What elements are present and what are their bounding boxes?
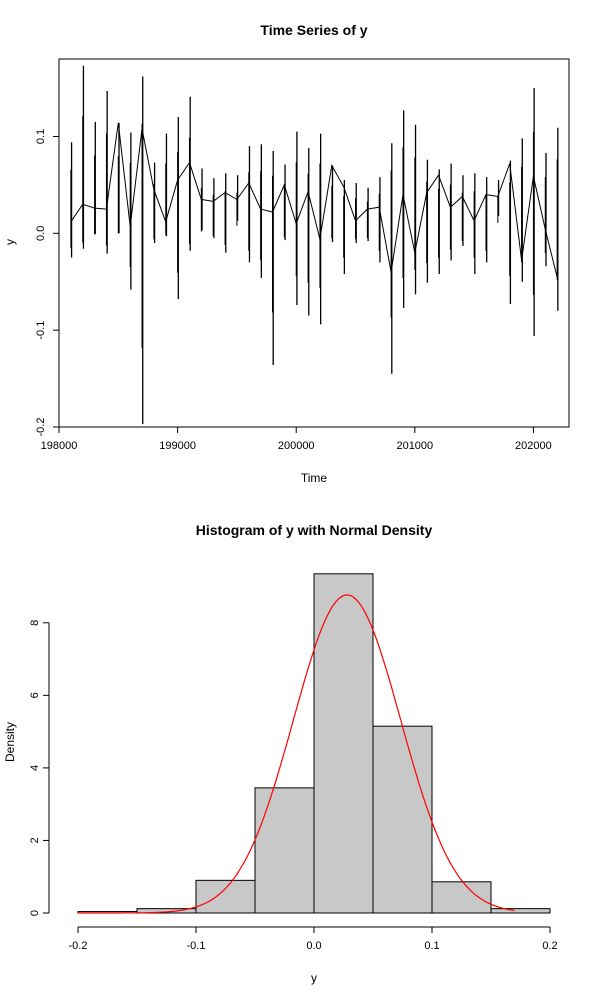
histogram-bar: [431, 881, 492, 914]
time-series-panel: Time Series of y 198000 199000 200000 20100…: [3, 22, 570, 485]
histogram-x-tick-label: -0.2: [69, 940, 88, 952]
histogram-y-label: Density: [3, 722, 17, 762]
time-series-x-tick-label: 199000: [159, 440, 196, 452]
time-series-y-tick-label: -0.1: [35, 321, 47, 340]
histogram-y-tick-label: 6: [29, 692, 41, 698]
histogram-x-tick-label: 0.1: [424, 940, 439, 952]
time-series-plot-box: [58, 58, 570, 428]
time-series-y-axis: -0.2 -0.1 0.0 0.1: [35, 129, 59, 437]
histogram-x-label: y: [311, 971, 317, 985]
histogram-panel: Histogram of y with Normal Density -0.2-…: [3, 522, 558, 985]
time-series-marks: [70, 65, 559, 425]
histogram-y-tick-label: 2: [29, 837, 41, 843]
histogram-x-tick-label: 0.0: [306, 940, 321, 952]
density-curve-group: [78, 594, 515, 914]
normal-density-curve: [78, 594, 515, 914]
histogram-bars: [77, 573, 551, 914]
time-series-x-tick-label: 200000: [278, 440, 315, 452]
histogram-x-axis: -0.2 -0.1 0.0 0.1 0.2: [69, 926, 558, 952]
time-series-x-axis: 198000 199000 200000 201000 202000: [41, 427, 552, 452]
time-series-y-tick-label: -0.2: [35, 418, 47, 437]
time-series-title: Time Series of y: [260, 22, 367, 38]
time-series-y-tick-label: 0.1: [35, 129, 47, 144]
time-series-x-tick-label: 201000: [396, 440, 433, 452]
histogram-y-tick-label: 0: [29, 910, 41, 916]
time-series-x-tick-label: 202000: [515, 440, 552, 452]
histogram-title: Histogram of y with Normal Density: [196, 522, 433, 538]
histogram-y-axis: 0 2 4 6 8: [29, 620, 50, 916]
series-line: [70, 122, 558, 278]
histogram-x-tick-label: -0.1: [187, 940, 206, 952]
time-series-x-label: Time: [301, 471, 328, 485]
time-series-x-tick-label: 198000: [41, 440, 78, 452]
histogram-bar: [490, 908, 551, 914]
histogram-y-tick-label: 8: [29, 620, 41, 626]
histogram-y-tick-label: 4: [29, 765, 41, 771]
histogram-bar: [372, 725, 433, 914]
time-series-y-label: y: [3, 239, 17, 245]
histogram-bar: [313, 573, 374, 914]
histogram-x-tick-label: 0.2: [542, 940, 557, 952]
time-series-y-tick-label: 0.0: [35, 226, 47, 241]
histogram-bar: [254, 787, 315, 914]
histogram-bar: [195, 879, 256, 914]
